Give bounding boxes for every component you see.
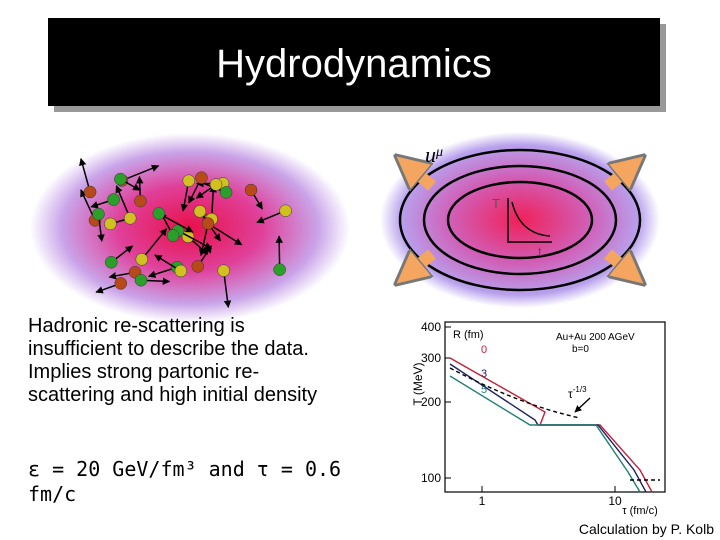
particle xyxy=(217,264,230,277)
particle xyxy=(134,194,147,208)
title-box xyxy=(48,18,660,106)
paragraph-line: Implies strong partonic re- xyxy=(28,361,259,383)
particle xyxy=(152,207,166,220)
particle xyxy=(114,277,128,290)
caption: Calculation by P. Kolb xyxy=(579,521,714,537)
x-tick-label: 1 xyxy=(479,494,486,508)
particle xyxy=(195,171,208,184)
flow-label-base: u xyxy=(425,142,436,167)
x-axis-label: τ (fm/c) xyxy=(622,505,658,517)
particle xyxy=(244,183,258,197)
particle-arrow xyxy=(207,222,243,246)
formula-line: fm/c xyxy=(28,482,76,506)
inset-x-label: t xyxy=(538,244,542,259)
particle xyxy=(174,264,188,278)
particle xyxy=(279,204,292,217)
legend-title: R (fm) xyxy=(453,329,484,341)
particle xyxy=(201,217,215,230)
inset-axes xyxy=(507,198,552,243)
power-law-base: τ xyxy=(568,387,573,401)
formula: ε = 20 GeV/fm³ and τ = 0.6 fm/c xyxy=(28,457,341,506)
inset-y-label: T xyxy=(492,196,500,211)
plot: 400 300 200 100 1 10 T (MeV) τ (fm/c) R … xyxy=(411,320,666,517)
particles xyxy=(79,157,292,309)
plot-frame xyxy=(444,321,666,493)
particle xyxy=(191,260,205,273)
particle xyxy=(134,273,148,287)
power-law-label: τ-1/3 xyxy=(568,385,587,401)
paragraph-line: insufficient to describe the data. xyxy=(28,338,309,360)
y-tick-label: 400 xyxy=(421,320,441,334)
paragraph: Hadronic re-scattering is insufficient t… xyxy=(28,315,317,406)
plot-ticks xyxy=(445,326,616,492)
flow-rings xyxy=(398,148,642,292)
flow-label-sup: μ xyxy=(435,145,443,160)
particle xyxy=(104,217,117,231)
y-tick-label: 200 xyxy=(421,395,441,409)
x-tick-label: 10 xyxy=(608,494,622,508)
particle xyxy=(107,193,120,206)
plot-curves xyxy=(449,357,660,493)
legend-entry: 0 xyxy=(481,344,487,356)
paragraph-line: scattering and high initial density xyxy=(28,384,317,406)
y-tick-label: 100 xyxy=(421,471,441,485)
impact-label: b=0 xyxy=(572,344,589,355)
particle xyxy=(182,174,195,187)
y-tick-labels: 400 300 200 100 xyxy=(421,320,441,485)
particle xyxy=(166,229,180,242)
particle xyxy=(135,253,149,266)
particle xyxy=(209,178,223,191)
flow-label: uμ xyxy=(425,142,443,167)
hadron-cloud xyxy=(30,133,350,323)
y-axis-label: T (MeV) xyxy=(411,362,425,405)
system-label: Au+Au 200 AGeV xyxy=(556,332,635,343)
y-tick-label: 300 xyxy=(421,351,441,365)
particle xyxy=(193,205,207,218)
particle xyxy=(114,172,127,186)
particle-arrow xyxy=(141,228,168,260)
flow-arrows xyxy=(408,166,632,274)
particle xyxy=(92,207,105,221)
legend-entry: 5 xyxy=(481,384,487,396)
particle xyxy=(105,256,118,269)
particle-arrow xyxy=(121,164,160,182)
power-law-exp: -1/3 xyxy=(573,385,587,394)
formula-line: ε = 20 GeV/fm³ and τ = 0.6 xyxy=(28,457,341,481)
title: Hydrodynamics xyxy=(216,42,492,86)
paragraph-line: Hadronic re-scattering is xyxy=(28,315,245,337)
legend-entry: 3 xyxy=(481,368,487,380)
particle xyxy=(83,185,97,199)
particle-arrow xyxy=(158,212,194,233)
particle xyxy=(273,263,286,276)
particle xyxy=(123,212,137,225)
particle xyxy=(219,186,233,199)
